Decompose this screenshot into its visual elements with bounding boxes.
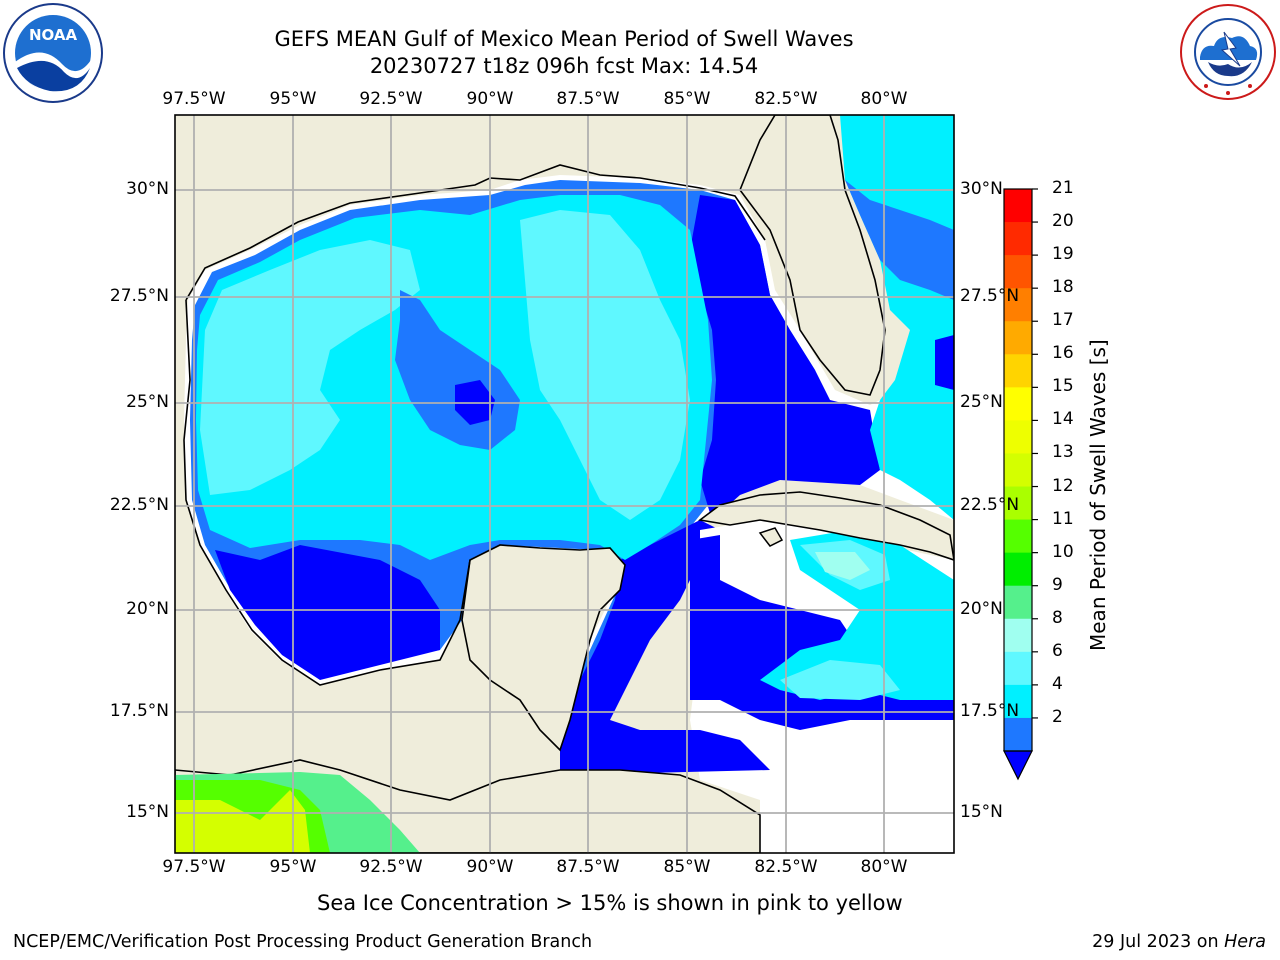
colorbar-segment xyxy=(1004,222,1032,256)
nws-logo xyxy=(1178,2,1278,102)
colorbar-tick-label: 11 xyxy=(1052,508,1074,529)
colorbar-tick-label: 20 xyxy=(1052,211,1074,232)
noaa-logo: NOAA xyxy=(2,2,104,104)
lon-label-bottom: 97.5°W xyxy=(162,857,226,877)
colorbar-tick-label: 15 xyxy=(1052,376,1074,397)
colorbar-tick-label: 4 xyxy=(1052,673,1063,694)
colorbar-segment xyxy=(1004,321,1032,355)
yucatan-land xyxy=(461,544,626,752)
lat-label-right: 25°N xyxy=(960,392,1003,412)
colorbar-tick-label: 14 xyxy=(1052,409,1074,430)
lon-label-top: 87.5°W xyxy=(556,89,620,109)
yucatan-channel-dark xyxy=(565,520,720,770)
lon-label-bottom: 80°W xyxy=(860,857,908,877)
lon-label-top: 80°W xyxy=(860,89,908,109)
colorbar-segment xyxy=(1004,453,1032,488)
lon-label-top: 95°W xyxy=(269,89,317,109)
colorbar-segment xyxy=(1004,387,1032,421)
colorbar-tick-label: 2 xyxy=(1052,706,1063,727)
sea-ice-caption: Sea Ice Concentration > 15% is shown in … xyxy=(317,891,903,915)
lat-label-left: 20°N xyxy=(126,599,169,619)
noaa-logo-text: NOAA xyxy=(29,26,78,44)
atlantic-ocean-mid xyxy=(845,180,954,300)
lat-label-left: 30°N xyxy=(126,179,169,199)
graticule xyxy=(175,115,954,853)
florida-land xyxy=(739,115,886,396)
caribbean-light xyxy=(760,530,954,700)
lat-label-left: 17.5°N xyxy=(109,701,169,721)
colorbar-title: Mean Period of Swell Waves [s] xyxy=(1086,339,1110,651)
caribbean-pale-pink xyxy=(815,552,870,580)
gulf-ocean-pale-central xyxy=(520,210,690,520)
map-frame xyxy=(174,114,955,854)
lon-label-top: 97.5°W xyxy=(162,89,226,109)
footer-host: Hera xyxy=(1224,932,1266,952)
lon-label-bottom: 92.5°W xyxy=(359,857,423,877)
colorbar-tick-label: 10 xyxy=(1052,541,1074,562)
gulf-ocean-dark-south xyxy=(215,545,440,680)
lat-label-right: 22.5°N xyxy=(960,495,1020,515)
colorbar-segment xyxy=(1004,651,1032,686)
colorbar-tick-label: 6 xyxy=(1052,640,1063,661)
chart-title-line1: GEFS MEAN Gulf of Mexico Mean Period of … xyxy=(274,27,854,51)
colorbar-segment xyxy=(1004,255,1032,289)
colorbar-segment xyxy=(1004,618,1032,653)
colorbar-tick-label: 8 xyxy=(1052,607,1063,628)
lat-label-left: 25°N xyxy=(126,392,169,412)
colorbar-tick-label: 9 xyxy=(1052,574,1063,595)
lat-label-right: 17.5°N xyxy=(960,701,1020,721)
gulf-ocean-dark-east xyxy=(690,195,880,520)
pacific-swell-yellow xyxy=(175,790,310,853)
colorbar xyxy=(1003,188,1038,781)
footer-date-text: 29 Jul 2023 on xyxy=(1092,932,1225,952)
colorbar-segment xyxy=(1004,354,1032,388)
colorbar-segment xyxy=(1004,585,1032,620)
lon-label-bottom: 85°W xyxy=(663,857,711,877)
footer-branch: NCEP/EMC/Verification Post Processing Pr… xyxy=(13,932,593,952)
lon-label-top: 85°W xyxy=(663,89,711,109)
gulf-ocean-pale-west xyxy=(200,240,420,495)
colorbar-frame xyxy=(1003,188,1033,752)
lon-label-bottom: 82.5°W xyxy=(754,857,818,877)
colorbar-segment xyxy=(1004,552,1032,587)
lon-label-bottom: 95°W xyxy=(269,857,317,877)
lat-label-right: 27.5°N xyxy=(960,286,1020,306)
colorbar-segment xyxy=(1004,288,1032,322)
caribbean-dark xyxy=(690,535,954,730)
lat-label-right: 20°N xyxy=(960,599,1003,619)
colorbar-tick-label: 18 xyxy=(1052,277,1074,298)
colorbar-tick-label: 21 xyxy=(1052,178,1074,198)
lat-label-left: 15°N xyxy=(126,802,169,822)
colorbar-segment xyxy=(1004,486,1032,521)
colorbar-segment xyxy=(1004,420,1032,454)
colorbar-tick-label: 16 xyxy=(1052,343,1074,364)
jamaica-land xyxy=(758,527,784,547)
colorbar-tick-label: 17 xyxy=(1052,310,1074,331)
chart-title-line2: 20230727 t18z 096h fcst Max: 14.54 xyxy=(369,54,759,78)
colorbar-tick-label: 13 xyxy=(1052,442,1074,463)
colorbar-segment xyxy=(1004,519,1032,554)
bahamas-dark xyxy=(935,335,954,390)
colorbar-segment xyxy=(1004,189,1032,223)
footer-date: 29 Jul 2023 on Hera xyxy=(1092,932,1266,952)
lon-label-top: 90°W xyxy=(466,89,514,109)
lon-label-top: 92.5°W xyxy=(359,89,423,109)
lon-label-bottom: 87.5°W xyxy=(556,857,620,877)
colorbar-tick-label: 19 xyxy=(1052,244,1074,265)
mexico-coastline xyxy=(183,299,471,686)
lat-label-left: 27.5°N xyxy=(109,286,169,306)
lat-label-right: 15°N xyxy=(960,802,1003,822)
colorbar-tick-label: 12 xyxy=(1052,475,1074,496)
caribbean-dark-lower xyxy=(560,720,770,775)
colorbar-segment xyxy=(1004,684,1032,719)
lon-label-bottom: 90°W xyxy=(466,857,514,877)
colorbar-extend-triangle xyxy=(1003,750,1033,781)
lat-label-left: 22.5°N xyxy=(109,495,169,515)
colorbar-segment xyxy=(1004,717,1032,752)
caribbean-pale-south xyxy=(780,660,900,700)
lat-label-right: 30°N xyxy=(960,179,1003,199)
lon-label-top: 82.5°W xyxy=(754,89,818,109)
